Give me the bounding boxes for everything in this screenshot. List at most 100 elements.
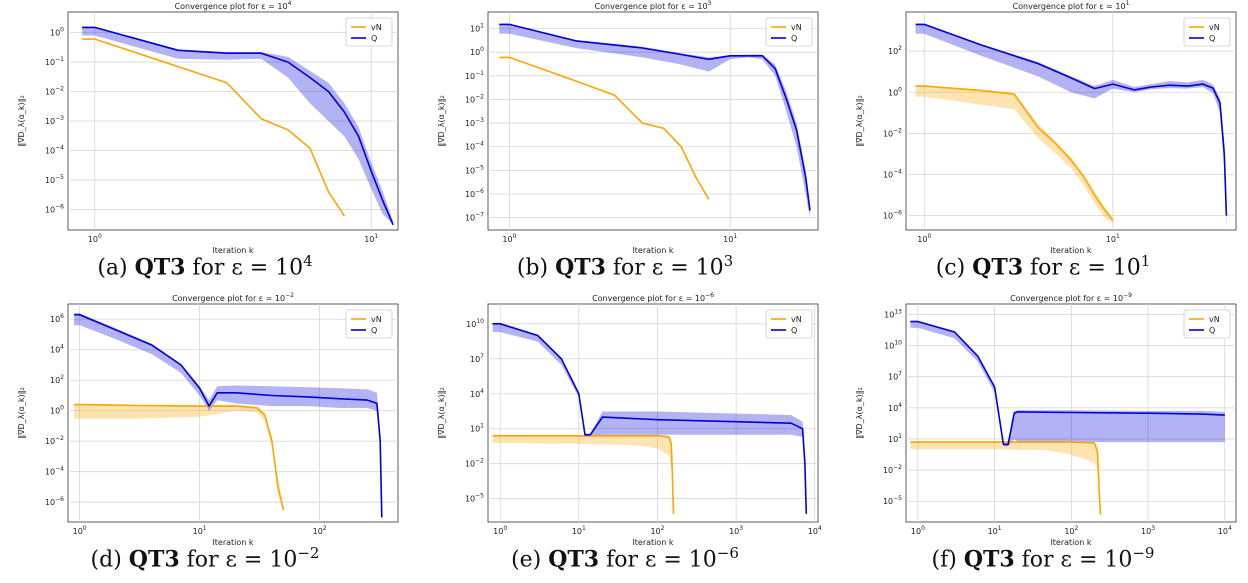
y-tick-label: 104 bbox=[888, 402, 902, 413]
chart-panel-f: 100 101 102 103 104 10−5 10−2 101 104 107 1010 1013… bbox=[838, 292, 1248, 582]
y-tick-label: 10−3 bbox=[45, 115, 64, 126]
y-tick-label: 10−4 bbox=[883, 169, 902, 180]
subfigure-caption: (b) QT3 for ε = 103 bbox=[420, 252, 830, 280]
caption-exponent: 4 bbox=[303, 252, 313, 270]
y-tick-label: 10−1 bbox=[45, 56, 64, 67]
legend-box bbox=[1184, 310, 1230, 338]
y-tick-label: 10−6 bbox=[465, 188, 484, 199]
legend-box bbox=[346, 18, 392, 46]
caption-prefix: (f) bbox=[932, 547, 964, 572]
chart-panel-e: 100 101 102 103 104 10−5 10−2 101 104 107 1010 Conv… bbox=[420, 292, 830, 582]
y-tick-label: 107 bbox=[470, 353, 484, 364]
x-tick-label: 101 bbox=[723, 233, 737, 244]
y-tick-label: 10−2 bbox=[465, 93, 484, 104]
legend-label-vN: vN bbox=[791, 23, 802, 32]
legend-label-Q: Q bbox=[791, 326, 797, 335]
legend-box bbox=[1184, 18, 1230, 46]
subfigure-caption: (d) QT3 for ε = 10−2 bbox=[0, 544, 410, 572]
chart-title: Convergence plot for ε = 104 bbox=[175, 0, 292, 11]
caption-method: QT3 bbox=[548, 546, 599, 572]
x-tick-label: 104 bbox=[808, 525, 822, 536]
chart-title: Convergence plot for ε = 101 bbox=[1013, 0, 1130, 11]
chart-svg-f: 100 101 102 103 104 10−5 10−2 101 104 107 1010 1013… bbox=[838, 292, 1248, 542]
y-tick-label: 101 bbox=[470, 423, 484, 434]
caption-method: QT3 bbox=[555, 254, 606, 280]
legend-label-Q: Q bbox=[371, 326, 377, 335]
caption-text: for ε = 10 bbox=[1023, 255, 1141, 280]
legend-label-vN: vN bbox=[1209, 23, 1220, 32]
legend-box bbox=[766, 310, 812, 338]
subfigure-caption: (c) QT3 for ε = 101 bbox=[838, 252, 1248, 280]
y-tick-label: 106 bbox=[50, 313, 64, 324]
x-tick-label: 103 bbox=[1141, 525, 1155, 536]
legend-label-vN: vN bbox=[371, 315, 382, 324]
caption-prefix: (e) bbox=[511, 547, 548, 572]
y-axis-label: ‖∇D_λ(α_k)‖₂ bbox=[437, 95, 446, 147]
y-tick-label: 10−4 bbox=[45, 466, 64, 477]
x-tick-label: 100 bbox=[493, 525, 507, 536]
y-axis-label: ‖∇D_λ(α_k)‖₂ bbox=[855, 95, 864, 147]
y-tick-label: 1010 bbox=[884, 340, 902, 351]
y-tick-label: 100 bbox=[50, 27, 64, 38]
y-tick-label: 10−5 bbox=[45, 174, 64, 185]
chart-title: Convergence plot for ε = 10−9 bbox=[1010, 292, 1132, 303]
y-tick-label: 10−2 bbox=[45, 86, 64, 97]
legend-label-vN: vN bbox=[791, 315, 802, 324]
caption-prefix: (d) bbox=[91, 547, 129, 572]
x-tick-label: 102 bbox=[313, 525, 327, 536]
legend-label-Q: Q bbox=[1209, 326, 1215, 335]
caption-text: for ε = 10 bbox=[185, 255, 303, 280]
y-tick-label: 10−5 bbox=[883, 495, 902, 506]
y-tick-label: 10−4 bbox=[45, 144, 64, 155]
caption-exponent: −6 bbox=[717, 544, 739, 562]
y-tick-label: 10−2 bbox=[883, 127, 902, 138]
chart-svg-b: 100 10110−710−610−510−410−310−210−1100101… bbox=[420, 0, 830, 250]
y-tick-label: 10−6 bbox=[45, 496, 64, 507]
caption-prefix: (b) bbox=[517, 255, 555, 280]
chart-svg-e: 100 101 102 103 10410−510−21011041071010Conv… bbox=[420, 292, 830, 542]
y-tick-label: 104 bbox=[50, 344, 64, 355]
x-tick-label: 100 bbox=[73, 525, 87, 536]
y-axis-label: ‖∇D_λ(α_k)‖₂ bbox=[17, 95, 26, 147]
y-axis-label: ‖∇D_λ(α_k)‖₂ bbox=[855, 387, 864, 439]
y-tick-label: 101 bbox=[470, 23, 484, 34]
chart-panel-a: 100 101 10−6 10−5 10−4 10−3 10−2 10−1 100 Converg… bbox=[0, 0, 410, 290]
x-tick-label: 102 bbox=[1064, 525, 1078, 536]
chart-panel-d: 100 101 102 10−6 10−4 10−2 100 102 104 106 Converg… bbox=[0, 292, 410, 582]
subfigure-caption: (f) QT3 for ε = 10−9 bbox=[838, 544, 1248, 572]
legend-label-Q: Q bbox=[1209, 34, 1215, 43]
x-tick-label: 102 bbox=[650, 525, 664, 536]
x-tick-label: 103 bbox=[729, 525, 743, 536]
legend-label-vN: vN bbox=[371, 23, 382, 32]
chart-svg-d: 100 101 102 10−6 10−4 10−2 100 102 104 106 Converg… bbox=[0, 292, 410, 542]
caption-text: for ε = 10 bbox=[606, 255, 724, 280]
chart-title: Convergence plot for ε = 10−2 bbox=[172, 292, 294, 303]
x-tick-label: 100 bbox=[911, 525, 925, 536]
x-tick-label: 101 bbox=[364, 233, 378, 244]
y-tick-label: 100 bbox=[888, 86, 902, 97]
y-tick-label: 10−2 bbox=[45, 435, 64, 446]
caption-method: QT3 bbox=[964, 546, 1015, 572]
y-tick-label: 107 bbox=[888, 371, 902, 382]
y-tick-label: 102 bbox=[50, 374, 64, 385]
chart-panel-b: 100 101 10−7 10−6 10−5 10−4 10−3 10−2 10−1 100 101… bbox=[420, 0, 830, 290]
y-tick-label: 102 bbox=[888, 45, 902, 56]
y-tick-label: 10−2 bbox=[883, 464, 902, 475]
chart-title: Convergence plot for ε = 10−6 bbox=[592, 292, 714, 303]
y-tick-label: 10−7 bbox=[465, 212, 484, 223]
x-tick-label: 101 bbox=[988, 525, 1002, 536]
chart-title: Convergence plot for ε = 103 bbox=[595, 0, 712, 11]
subfigure-caption: (a) QT3 for ε = 104 bbox=[0, 252, 410, 280]
y-tick-label: 100 bbox=[50, 405, 64, 416]
y-tick-label: 100 bbox=[470, 46, 484, 57]
x-tick-label: 100 bbox=[917, 233, 931, 244]
caption-prefix: (a) bbox=[97, 255, 134, 280]
x-tick-label: 101 bbox=[193, 525, 207, 536]
caption-method: QT3 bbox=[129, 546, 180, 572]
x-tick-label: 100 bbox=[502, 233, 516, 244]
x-tick-label: 104 bbox=[1218, 525, 1232, 536]
x-tick-label: 101 bbox=[572, 525, 586, 536]
legend-box bbox=[346, 310, 392, 338]
caption-prefix: (c) bbox=[936, 255, 972, 280]
caption-exponent: 3 bbox=[724, 252, 734, 270]
